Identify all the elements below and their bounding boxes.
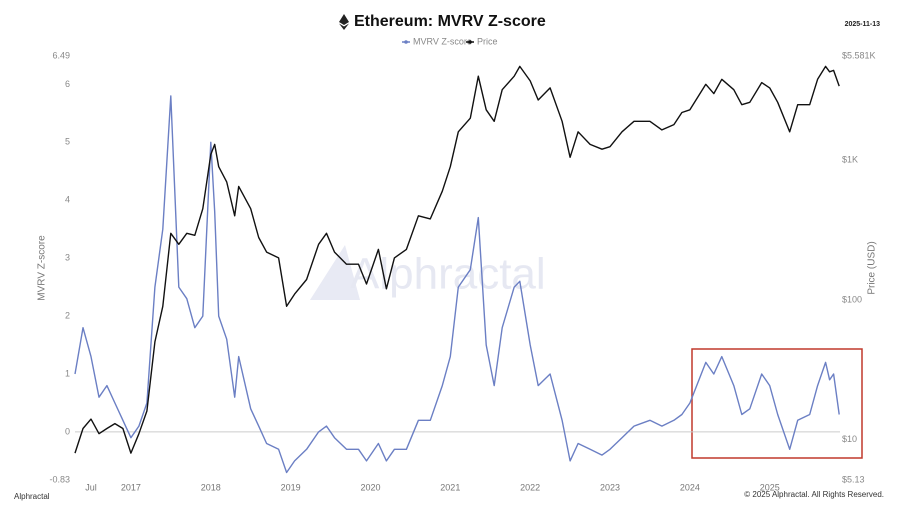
y2-axis-title: Price (USD) bbox=[867, 241, 878, 294]
series-line bbox=[74, 95, 840, 474]
y2-tick-label: $1K bbox=[842, 155, 858, 165]
x-tick-label: Jul bbox=[85, 482, 97, 492]
y-tick-label: 3 bbox=[65, 253, 70, 263]
series-line bbox=[74, 65, 840, 454]
source: Alphractal bbox=[14, 492, 50, 501]
y2-tick-label: $100 bbox=[842, 294, 862, 304]
x-tick-label: 2022 bbox=[520, 482, 540, 492]
x-tick-label: 2017 bbox=[121, 482, 141, 492]
x-tick-label: 2019 bbox=[281, 482, 301, 492]
legend-label: MVRV Z-score bbox=[413, 36, 472, 46]
highlight-box bbox=[691, 348, 863, 459]
legend-label: Price bbox=[477, 36, 498, 46]
legend-dot bbox=[404, 40, 408, 44]
chart-title: Ethereum: MVRV Z-score bbox=[354, 13, 546, 30]
y-tick-label: 6.49 bbox=[52, 50, 70, 60]
x-tick-label: 2025 bbox=[760, 482, 780, 492]
y2-tick-label: $10 bbox=[842, 434, 857, 444]
x-tick-label: 2018 bbox=[201, 482, 221, 492]
legend-dot bbox=[468, 40, 472, 44]
y2-tick-label: $5.581K bbox=[842, 50, 876, 60]
y-tick-label: 1 bbox=[65, 368, 70, 378]
x-tick-label: 2024 bbox=[680, 482, 700, 492]
x-tick-label: 2023 bbox=[600, 482, 620, 492]
x-tick-label: 2021 bbox=[440, 482, 460, 492]
watermark-logo bbox=[310, 245, 360, 300]
y-tick-label: 2 bbox=[65, 310, 70, 320]
y2-tick-label: $5.13 bbox=[842, 474, 865, 484]
eth-icon bbox=[339, 14, 349, 30]
x-tick-label: 2020 bbox=[360, 482, 380, 492]
y-tick-label: 4 bbox=[65, 195, 70, 205]
y-axis-title: MVRV Z-score bbox=[37, 235, 48, 301]
y-tick-label: 0 bbox=[65, 426, 70, 436]
date: 2025-11-13 bbox=[845, 21, 881, 28]
y-tick-label: -0.83 bbox=[49, 474, 70, 484]
copyright: © 2025 Alphractal. All Rights Reserved. bbox=[744, 490, 884, 499]
y-tick-label: 6 bbox=[65, 79, 70, 89]
y-tick-label: 5 bbox=[65, 137, 70, 147]
